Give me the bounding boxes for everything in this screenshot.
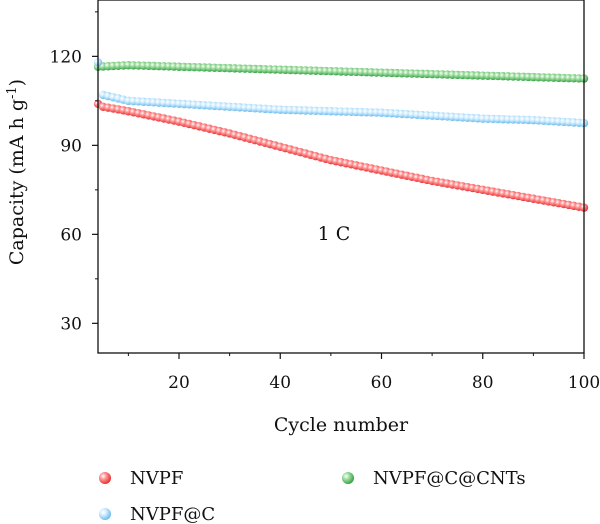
legend-item: NVPF bbox=[99, 468, 183, 489]
y-axis-title-close: ) bbox=[6, 79, 28, 86]
rate-annotation: 1 C bbox=[318, 223, 351, 245]
legend-label: NVPF@C@CNTs bbox=[373, 468, 526, 489]
legend-item: NVPF@C@CNTs bbox=[342, 468, 526, 489]
legend-marker bbox=[99, 508, 111, 520]
y-tick-label: 30 bbox=[60, 314, 82, 334]
x-axis-title: Cycle number bbox=[274, 414, 409, 436]
legend-label: NVPF bbox=[130, 468, 183, 489]
y-axis-title: Capacity (mA h g-1) bbox=[5, 79, 28, 265]
x-tick-label: 100 bbox=[568, 373, 600, 393]
x-tick-label: 40 bbox=[269, 373, 291, 393]
legend-marker bbox=[99, 472, 111, 484]
plot-frame bbox=[97, 0, 585, 354]
series-nvpf bbox=[93, 99, 589, 212]
legend-marker bbox=[342, 472, 354, 484]
data-points bbox=[93, 58, 589, 212]
axes: 20 40 60 80 100 30 60 90 120 bbox=[50, 0, 600, 393]
y-tick-label: 90 bbox=[60, 136, 82, 156]
legend: NVPF NVPF@C NVPF@C@CNTs bbox=[99, 468, 526, 524]
y-tick-label: 120 bbox=[50, 47, 82, 67]
y-tick-label: 60 bbox=[60, 225, 82, 245]
legend-label: NVPF@C bbox=[130, 504, 215, 524]
series-nvpf-c-cnts bbox=[93, 61, 589, 83]
series-nvpf-c bbox=[93, 58, 589, 128]
legend-item: NVPF@C bbox=[99, 504, 215, 524]
y-axis-title-superscript: -1 bbox=[5, 86, 20, 99]
x-tick-label: 80 bbox=[472, 373, 494, 393]
x-tick-label: 60 bbox=[371, 373, 393, 393]
y-axis-title-main: Capacity (mA h g bbox=[6, 99, 28, 265]
x-tick-label: 20 bbox=[168, 373, 190, 393]
